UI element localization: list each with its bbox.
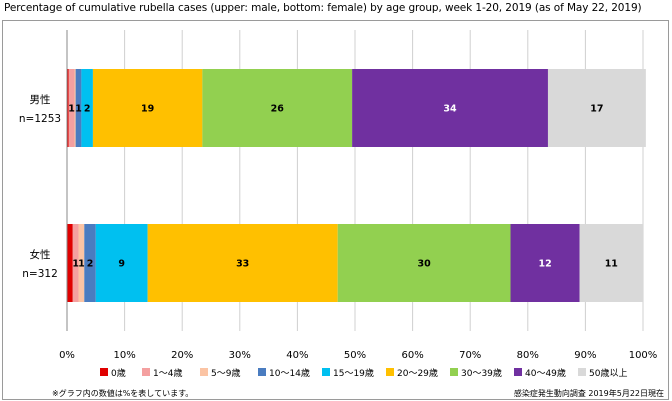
bar-segment xyxy=(68,69,75,147)
legend-label: 15～19歳 xyxy=(333,367,374,379)
x-tick-label: 50% xyxy=(344,350,366,361)
footnote-right: 感染症発生動向調査 2019年5月22日現在 xyxy=(514,388,664,398)
legend-swatch xyxy=(258,368,266,376)
bar-segment xyxy=(547,69,646,147)
x-tick-label: 100% xyxy=(629,350,658,361)
data-label: 2 xyxy=(87,259,94,270)
x-tick-label: 30% xyxy=(229,350,251,361)
bar-segment xyxy=(81,69,93,147)
legend-swatch xyxy=(514,368,522,376)
bar-segment xyxy=(84,224,96,302)
legend-label: 0歳 xyxy=(111,367,126,379)
data-label: 1 xyxy=(78,259,85,270)
data-label: 1 xyxy=(72,259,79,270)
bar-segment xyxy=(352,69,548,147)
data-label: 30 xyxy=(418,259,432,270)
x-tick-label: 20% xyxy=(171,350,193,361)
x-tick-label: 90% xyxy=(574,350,596,361)
bar-segment xyxy=(147,224,338,302)
data-label: 2 xyxy=(84,104,91,115)
bar-segment xyxy=(74,69,76,147)
category-sample-size: n=1253 xyxy=(19,113,61,125)
bar-segment xyxy=(202,69,353,147)
bar-segment xyxy=(337,224,511,302)
legend-swatch xyxy=(200,368,208,376)
legend-swatch xyxy=(386,368,394,376)
data-label: 19 xyxy=(141,104,154,115)
data-label: 1 xyxy=(68,104,75,115)
legend-label: 1～4歳 xyxy=(153,367,182,379)
legend-swatch xyxy=(578,368,586,376)
bar-segment xyxy=(67,224,73,302)
data-label: 11 xyxy=(605,259,618,270)
x-tick-label: 80% xyxy=(517,350,539,361)
legend-label: 40～49歳 xyxy=(525,367,566,379)
category-label: 男性 xyxy=(30,93,51,106)
legend-swatch xyxy=(142,368,150,376)
legend-label: 50歳以上 xyxy=(589,367,627,379)
data-label: 1 xyxy=(75,104,82,115)
data-label: 34 xyxy=(443,104,457,115)
legend-swatch xyxy=(322,368,330,376)
bar-segment xyxy=(95,224,148,302)
category-sample-size: n=312 xyxy=(22,268,58,280)
x-tick-label: 0% xyxy=(59,350,75,361)
legend-label: 5～9歳 xyxy=(211,367,240,379)
data-label: 9 xyxy=(118,259,125,270)
bar-segment xyxy=(72,224,79,302)
chart-frame xyxy=(2,20,669,400)
bar-segment xyxy=(579,224,643,302)
data-label: 33 xyxy=(236,259,249,270)
data-label: 17 xyxy=(590,104,603,115)
bar-segment xyxy=(75,69,82,147)
legend-label: 20～29歳 xyxy=(397,367,438,379)
x-tick-label: 70% xyxy=(459,350,481,361)
chart-title: Percentage of cumulative rubella cases (… xyxy=(4,2,642,14)
bar-segment xyxy=(67,69,69,147)
bar-segment xyxy=(510,224,580,302)
legend-label: 30～39歳 xyxy=(461,367,502,379)
bar-segment xyxy=(78,224,85,302)
bar-segment xyxy=(92,69,203,147)
data-label: 26 xyxy=(271,104,285,115)
x-tick-label: 40% xyxy=(286,350,308,361)
legend-label: 10～14歳 xyxy=(269,367,310,379)
data-label: 12 xyxy=(538,259,551,270)
footnote-left: ※グラフ内の数値は%を表しています。 xyxy=(52,388,193,398)
x-tick-label: 60% xyxy=(401,350,423,361)
legend-swatch xyxy=(450,368,458,376)
legend-swatch xyxy=(100,368,108,376)
x-tick-label: 10% xyxy=(113,350,135,361)
category-label: 女性 xyxy=(30,248,51,261)
